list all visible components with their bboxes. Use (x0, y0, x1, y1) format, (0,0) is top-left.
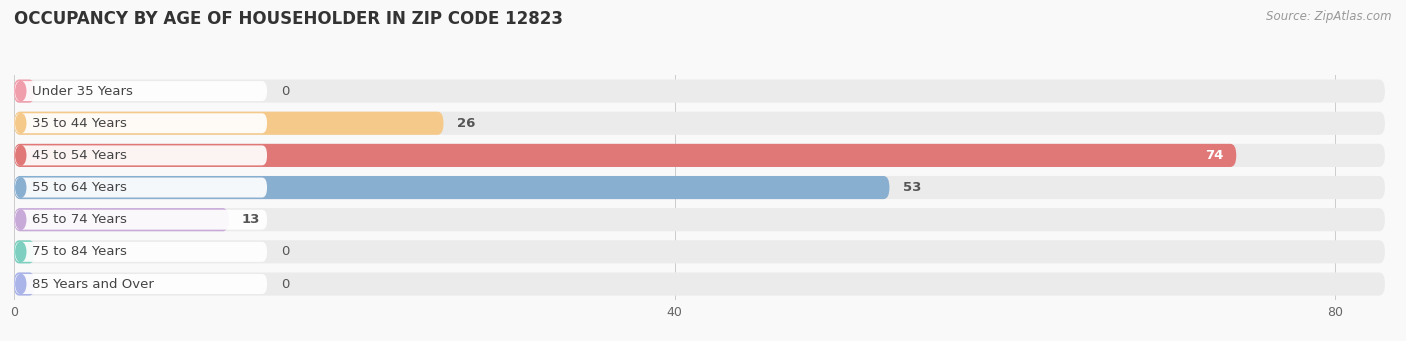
Text: Source: ZipAtlas.com: Source: ZipAtlas.com (1267, 10, 1392, 23)
FancyBboxPatch shape (14, 79, 1385, 103)
FancyBboxPatch shape (14, 144, 1385, 167)
Text: 35 to 44 Years: 35 to 44 Years (32, 117, 128, 130)
Text: 0: 0 (281, 85, 290, 98)
Text: 75 to 84 Years: 75 to 84 Years (32, 246, 128, 258)
Text: 45 to 54 Years: 45 to 54 Years (32, 149, 128, 162)
Text: Under 35 Years: Under 35 Years (32, 85, 134, 98)
Text: 65 to 74 Years: 65 to 74 Years (32, 213, 128, 226)
FancyBboxPatch shape (14, 176, 1385, 199)
FancyBboxPatch shape (14, 113, 267, 133)
FancyBboxPatch shape (14, 272, 1385, 296)
Text: 55 to 64 Years: 55 to 64 Years (32, 181, 128, 194)
FancyBboxPatch shape (14, 145, 267, 165)
Circle shape (15, 274, 25, 294)
FancyBboxPatch shape (14, 272, 34, 296)
FancyBboxPatch shape (14, 112, 443, 135)
Text: OCCUPANCY BY AGE OF HOUSEHOLDER IN ZIP CODE 12823: OCCUPANCY BY AGE OF HOUSEHOLDER IN ZIP C… (14, 10, 562, 28)
Text: 0: 0 (281, 246, 290, 258)
FancyBboxPatch shape (14, 240, 34, 264)
FancyBboxPatch shape (14, 81, 267, 101)
FancyBboxPatch shape (14, 176, 890, 199)
FancyBboxPatch shape (14, 79, 34, 103)
Text: 13: 13 (242, 213, 260, 226)
FancyBboxPatch shape (14, 242, 267, 262)
Text: 53: 53 (903, 181, 921, 194)
Circle shape (15, 210, 25, 229)
Circle shape (15, 242, 25, 262)
Circle shape (15, 114, 25, 133)
FancyBboxPatch shape (14, 240, 1385, 264)
FancyBboxPatch shape (14, 208, 229, 231)
FancyBboxPatch shape (14, 210, 267, 230)
FancyBboxPatch shape (14, 274, 267, 294)
FancyBboxPatch shape (14, 208, 1385, 231)
FancyBboxPatch shape (14, 144, 1236, 167)
Text: 0: 0 (281, 278, 290, 291)
Text: 74: 74 (1205, 149, 1223, 162)
Text: 85 Years and Over: 85 Years and Over (32, 278, 155, 291)
Circle shape (15, 146, 25, 165)
FancyBboxPatch shape (14, 178, 267, 197)
Circle shape (15, 81, 25, 101)
Circle shape (15, 178, 25, 197)
FancyBboxPatch shape (14, 112, 1385, 135)
Text: 26: 26 (457, 117, 475, 130)
